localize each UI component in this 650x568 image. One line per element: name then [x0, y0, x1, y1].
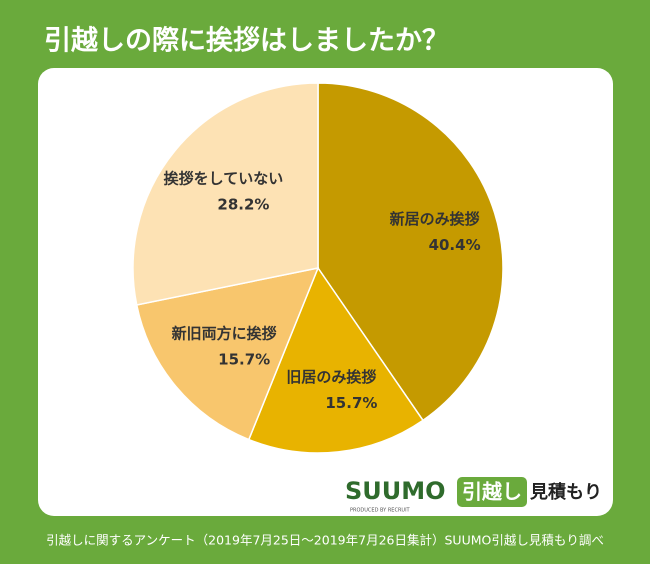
logo-suffix: 見積もり [529, 481, 602, 503]
value-label: 40.4% [429, 236, 481, 254]
pie-slice [317, 82, 504, 422]
slice-label: 新旧両方に挨拶 [172, 325, 277, 343]
source-note: 引越しに関するアンケート（2019年7月25日～2019年7月26日集計）SUU… [46, 533, 604, 548]
logo-service: 引越し [462, 480, 522, 504]
pie-slice [247, 266, 424, 454]
pie: 新居のみ挨拶 40.4% 旧居のみ挨拶 15.7% 新旧両方に挨拶 15.7% 挨拶をしてい… [132, 82, 504, 454]
slice-label: 新居のみ挨拶 [390, 210, 480, 228]
logo-brand: SUUMO [345, 477, 446, 505]
logo-badge [457, 477, 527, 507]
chart-title: 引越しの際に挨拶はしましたか？ [44, 26, 449, 57]
value-label: 28.2% [217, 195, 269, 213]
value-label: 15.7% [325, 394, 377, 412]
slice-label: 挨拶をしていない [164, 169, 284, 187]
pie-slice [135, 266, 320, 441]
logo-producer: PRODUCED BY RECRUIT [350, 508, 411, 514]
slice-label: 旧居のみ挨拶 [286, 368, 376, 386]
logo: SUUMO PRODUCED BY RECRUIT 引越し 見積もり [345, 477, 602, 514]
value-label: 15.7% [218, 351, 270, 369]
pie-slice [132, 82, 319, 306]
